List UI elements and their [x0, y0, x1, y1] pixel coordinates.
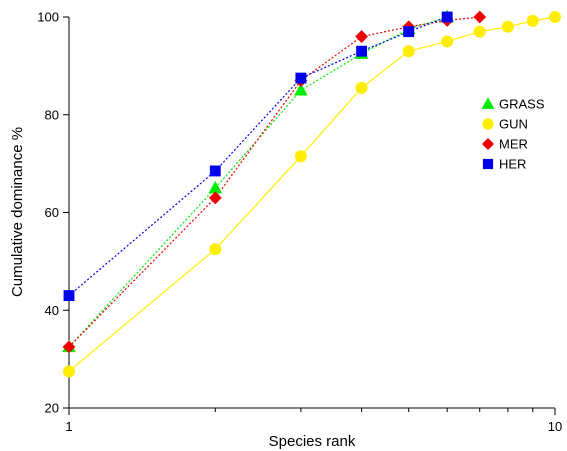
y-tick-label: 40: [45, 303, 59, 318]
marker-mer: [208, 191, 222, 205]
ticks: 20 40 60 80 100 1 10: [37, 10, 562, 435]
legend-label-grass: GRASS: [499, 97, 545, 112]
legend-marker-her: [482, 158, 494, 170]
y-tick-label: 60: [45, 205, 59, 220]
series-markers: [62, 9, 561, 378]
marker-gun: [294, 150, 307, 163]
legend-label-mer: MER: [499, 137, 528, 152]
marker-gun: [402, 45, 415, 58]
marker-her: [209, 165, 221, 177]
marker-gun: [473, 25, 486, 38]
marker-her: [356, 45, 368, 57]
marker-gun: [501, 20, 514, 33]
legend-label-gun: GUN: [499, 117, 528, 132]
series-line-gun: [68, 16, 556, 372]
marker-grass: [208, 180, 223, 194]
legend-label-her: HER: [499, 157, 526, 172]
series-line-her: [68, 16, 448, 297]
y-tick-label: 100: [37, 10, 59, 25]
marker-her: [295, 72, 307, 84]
marker-her: [63, 290, 75, 302]
x-tick-label: 10: [548, 419, 562, 434]
marker-grass: [294, 83, 308, 96]
legend-marker-gun: [482, 118, 494, 130]
legend: GRASS GUN MER HER: [481, 97, 545, 172]
marker-gun: [209, 243, 222, 256]
marker-gun: [355, 81, 368, 94]
marker-mer: [473, 10, 487, 24]
axes: [68, 17, 555, 409]
legend-marker-mer: [482, 138, 494, 150]
marker-her: [403, 26, 415, 38]
marker-gun: [63, 365, 75, 378]
marker-mer: [62, 340, 76, 354]
marker-gun: [441, 35, 454, 48]
series-line-mer: [68, 16, 480, 348]
marker-gun: [549, 11, 561, 23]
x-axis-title: Species rank: [269, 433, 356, 450]
series-lines: [68, 16, 556, 372]
marker-her: [441, 11, 453, 23]
y-tick-label: 80: [45, 107, 59, 122]
series-line-grass: [68, 16, 448, 348]
marker-gun: [526, 14, 539, 27]
x-tick-label: 1: [65, 419, 72, 434]
legend-marker-grass: [481, 97, 495, 109]
y-axis-title: Cumulative dominance %: [9, 127, 26, 297]
marker-mer: [355, 30, 369, 43]
y-tick-label: 20: [45, 401, 59, 416]
